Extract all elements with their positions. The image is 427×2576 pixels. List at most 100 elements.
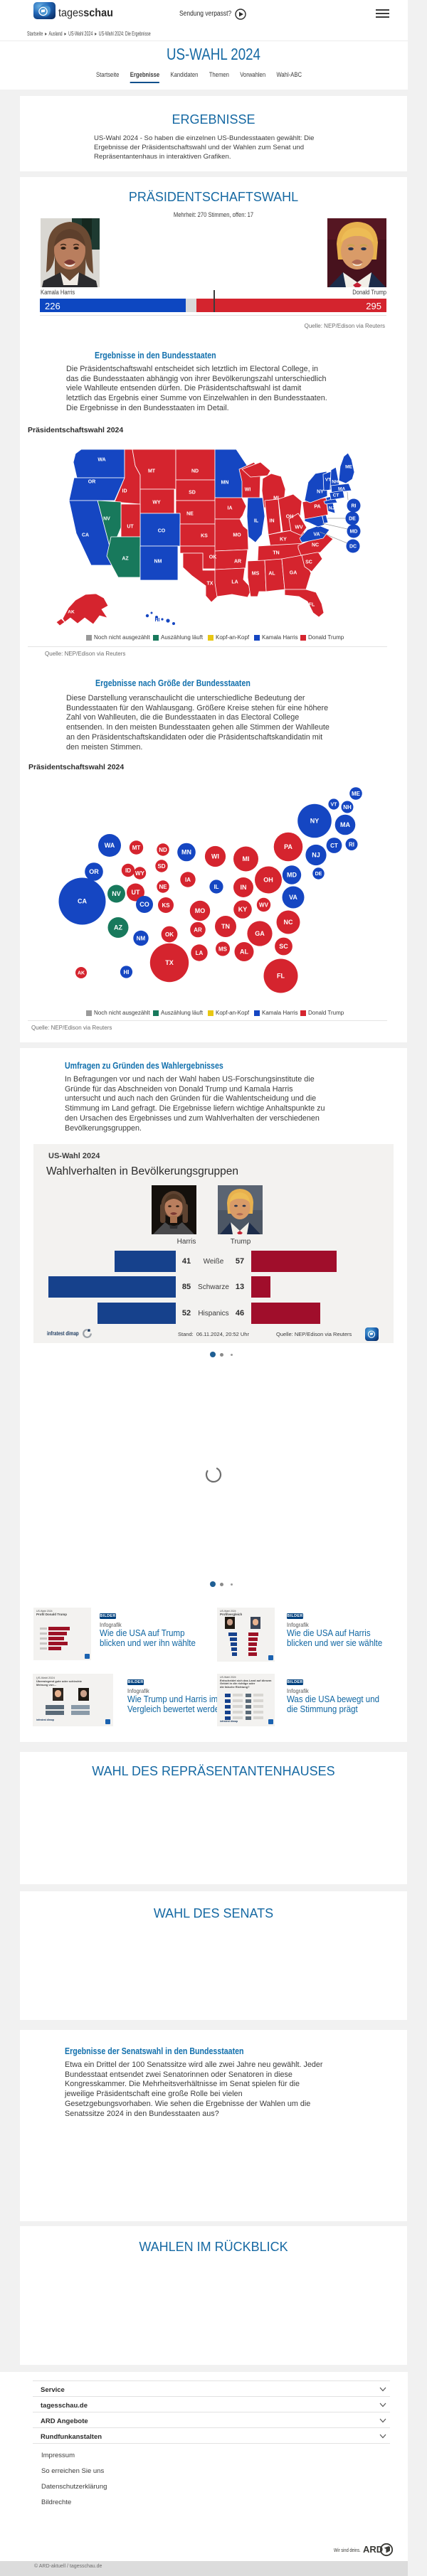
- svg-text:OR: OR: [88, 479, 96, 484]
- svg-text:MN: MN: [181, 849, 191, 856]
- svg-text:SC: SC: [279, 943, 288, 950]
- svg-text:LA: LA: [231, 579, 238, 584]
- svg-text:ME: ME: [345, 464, 352, 469]
- svg-text:ND: ND: [191, 469, 199, 474]
- svg-text:AL: AL: [240, 948, 248, 956]
- svg-text:GA: GA: [255, 930, 265, 937]
- svg-text:ME: ME: [352, 791, 361, 797]
- svg-text:MI: MI: [273, 496, 279, 501]
- svg-text:WY: WY: [135, 870, 145, 877]
- svg-text:MO: MO: [195, 907, 206, 914]
- svg-text:CA: CA: [78, 898, 87, 905]
- svg-text:AR: AR: [234, 559, 241, 564]
- svg-text:TN: TN: [273, 550, 279, 555]
- svg-text:TN: TN: [221, 923, 230, 930]
- svg-text:DE: DE: [315, 872, 322, 877]
- svg-text:LA: LA: [196, 950, 204, 956]
- svg-text:MA: MA: [338, 486, 345, 491]
- svg-text:CO: CO: [139, 901, 149, 908]
- svg-text:OH: OH: [286, 514, 294, 519]
- svg-text:MS: MS: [252, 571, 260, 576]
- svg-text:WA: WA: [105, 842, 115, 849]
- svg-text:KY: KY: [280, 537, 287, 542]
- svg-text:IN: IN: [270, 518, 275, 523]
- svg-text:MN: MN: [221, 480, 229, 485]
- svg-text:CT: CT: [330, 843, 338, 849]
- svg-text:UT: UT: [127, 524, 134, 529]
- svg-text:PA: PA: [314, 504, 320, 509]
- svg-text:MO: MO: [233, 533, 241, 538]
- svg-text:MT: MT: [148, 469, 156, 474]
- svg-text:WI: WI: [245, 487, 251, 492]
- svg-text:SD: SD: [189, 490, 196, 495]
- svg-text:NE: NE: [159, 884, 167, 890]
- svg-text:AR: AR: [194, 926, 202, 933]
- svg-text:WI: WI: [211, 853, 219, 860]
- svg-text:KS: KS: [162, 902, 170, 909]
- svg-text:AL: AL: [268, 571, 275, 576]
- svg-text:WV: WV: [259, 902, 269, 908]
- svg-text:AK: AK: [68, 609, 75, 614]
- svg-text:WY: WY: [152, 500, 161, 505]
- svg-text:WA: WA: [97, 457, 105, 462]
- svg-text:NJ: NJ: [312, 852, 320, 859]
- svg-text:AK: AK: [78, 971, 85, 976]
- svg-text:NM: NM: [137, 935, 146, 941]
- svg-text:OH: OH: [263, 877, 273, 884]
- svg-text:AZ: AZ: [114, 924, 122, 931]
- svg-text:CO: CO: [158, 528, 166, 533]
- svg-text:KY: KY: [238, 906, 248, 913]
- svg-text:IN: IN: [241, 884, 247, 891]
- svg-text:TX: TX: [207, 581, 214, 586]
- svg-text:FL: FL: [309, 602, 315, 607]
- svg-text:NH: NH: [332, 479, 339, 484]
- svg-text:NC: NC: [284, 919, 293, 926]
- svg-text:NY: NY: [310, 818, 320, 825]
- svg-text:NV: NV: [103, 516, 110, 521]
- svg-text:ID: ID: [122, 488, 127, 493]
- svg-text:OR: OR: [89, 868, 99, 875]
- svg-text:MI: MI: [243, 855, 250, 862]
- svg-text:SD: SD: [157, 863, 165, 870]
- svg-text:DC: DC: [349, 545, 357, 550]
- svg-text:NM: NM: [154, 559, 162, 564]
- svg-text:NH: NH: [343, 804, 352, 811]
- svg-text:MS: MS: [218, 946, 228, 952]
- svg-text:IL: IL: [254, 518, 259, 523]
- svg-text:HI: HI: [124, 969, 130, 976]
- svg-text:CT: CT: [333, 493, 339, 498]
- svg-text:IL: IL: [214, 884, 218, 890]
- svg-text:WV: WV: [295, 525, 303, 530]
- svg-text:IA: IA: [228, 506, 233, 511]
- svg-text:RI: RI: [352, 504, 357, 509]
- svg-text:MD: MD: [350, 530, 358, 535]
- svg-text:NE: NE: [186, 511, 194, 516]
- svg-text:HI: HI: [155, 618, 160, 623]
- svg-text:VT: VT: [325, 477, 331, 482]
- svg-text:KS: KS: [201, 533, 208, 538]
- svg-text:NJ: NJ: [329, 506, 335, 511]
- svg-text:OK: OK: [165, 931, 174, 938]
- svg-text:VA: VA: [313, 532, 320, 537]
- svg-text:NY: NY: [317, 489, 324, 494]
- svg-text:DE: DE: [349, 517, 356, 522]
- svg-text:MA: MA: [340, 821, 350, 828]
- svg-text:VA: VA: [289, 894, 297, 901]
- svg-text:OK: OK: [209, 555, 217, 560]
- svg-text:VT: VT: [331, 803, 338, 808]
- svg-text:SC: SC: [305, 560, 312, 565]
- svg-text:PA: PA: [284, 843, 292, 850]
- svg-text:FL: FL: [277, 973, 285, 980]
- svg-text:ID: ID: [125, 867, 131, 874]
- svg-text:ND: ND: [159, 847, 167, 853]
- svg-text:GA: GA: [290, 570, 297, 575]
- svg-text:MT: MT: [132, 845, 141, 851]
- svg-text:AZ: AZ: [122, 556, 129, 561]
- svg-text:RI: RI: [349, 841, 354, 848]
- svg-text:UT: UT: [132, 889, 140, 896]
- svg-text:NC: NC: [312, 543, 319, 547]
- svg-text:MD: MD: [287, 872, 297, 879]
- svg-text:NV: NV: [112, 890, 121, 897]
- svg-text:IA: IA: [185, 877, 191, 883]
- svg-text:CA: CA: [82, 533, 89, 538]
